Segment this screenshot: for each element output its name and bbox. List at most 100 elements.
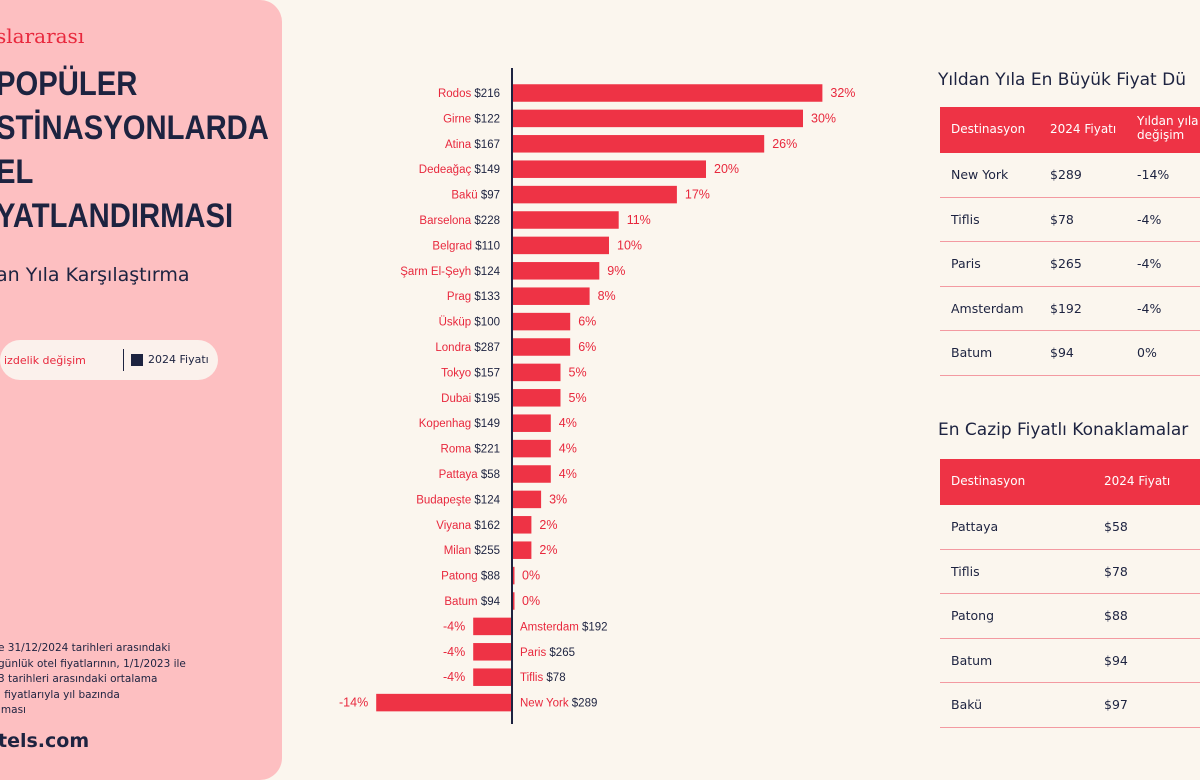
table-cell: -4% [1137,256,1162,271]
header-price: 2024 Fiyatı [1104,474,1171,488]
category-label: Tiflis $78 [520,672,566,684]
bar [512,84,823,102]
bar [512,160,706,178]
percent-label: 5% [569,391,587,405]
category-label: Milan $255 [444,545,500,557]
bar [512,414,551,432]
percent-label: 6% [578,315,596,329]
table-cell: $94 [1104,652,1128,668]
percent-label: 10% [617,238,642,252]
chart-legend: izdelik değişim 2024 Fiyatı [0,340,218,380]
percent-label: 0% [522,594,540,608]
bar [512,312,571,331]
bar [512,592,515,610]
page-title: POPÜLER STİNASYONLARDA EL YATLANDIRMASI [0,62,269,238]
category-label: Barselona $228 [419,215,500,227]
note-line: e 31/12/2024 tarihleri arasındaki [0,642,171,654]
subtitle: an Yıla Karşılaştırma [0,264,190,286]
bar [473,617,512,636]
bar-chart: Rodos $216 32% Girne $122 30% Atina $167 26% D… [339,68,855,724]
percent-label: 2% [539,518,557,532]
category-label: Rodos $216 [438,88,500,100]
category-label: Patong $88 [441,571,500,583]
table-row: Tiflis $78 [940,550,1200,594]
table-row: Bakü $97 [940,683,1200,728]
bar [512,338,571,356]
percent-label: 32% [830,86,855,100]
legend-divider [123,349,124,371]
table-row: Tiflis $78 -4% [940,198,1200,242]
percent-label: 11% [627,213,651,227]
table2-title: En Cazip Fiyatlı Konaklamalar [938,420,1189,440]
category-label: Tokyo $157 [441,367,500,379]
note-line: l fiyatlarıyla yıl bazında [0,688,120,701]
header-destination: Destinasyon [951,474,1026,488]
percent-label: -4% [443,645,465,659]
table-cell: Tiflis [951,563,980,579]
category-label: New York $289 [520,698,597,710]
header-change-line1: Yıldan yıla [1137,114,1199,128]
category-label: Dubai $195 [441,393,500,405]
percent-label: 26% [772,137,797,151]
bar [512,262,600,280]
category-label: Amsterdam $192 [520,621,608,633]
category-label: Batum $94 [444,596,500,608]
percent-label: 30% [811,111,836,125]
table-cell: Patong [951,608,995,623]
category-label: Kopenhag $149 [419,418,500,430]
category-label: Londra $287 [435,342,500,354]
category-label: Bakü $97 [451,190,500,202]
bar [512,363,561,382]
kicker: slararası [0,24,85,48]
table-cell: -14% [1137,167,1170,182]
table-cell: $192 [1050,300,1082,316]
title-line: EL [0,153,34,191]
percent-label: -4% [443,619,465,633]
table-cell: $97 [1104,697,1128,712]
bar [512,287,590,305]
left-panel: slararası POPÜLER STİNASYONLARDA EL YATL… [0,0,282,780]
table-header: Destinasyon 2024 Fiyatı [940,459,1200,505]
table-cell: $78 [1050,211,1074,227]
note-line: günlük otel fiyatlarının, 1/1/2023 ile [0,657,186,670]
category-label: Roma $221 [441,444,500,456]
note-line: 3 tarihleri arasındaki ortalama [0,673,158,685]
percent-label: 5% [569,365,587,379]
methodology-note: e 31/12/2024 tarihleri arasındaki günlük… [0,641,186,719]
table-cell: $94 [1050,345,1074,360]
table-cell: $88 [1104,608,1128,623]
category-label: Prag $133 [447,291,500,303]
table-row: Batum $94 0% [940,331,1200,376]
category-label: Atina $167 [445,139,500,151]
table-cell: Tiflis [951,211,980,227]
title-line: YATLANDIRMASI [0,197,234,235]
category-label: Girne $122 [443,113,500,125]
header-price: 2024 Fiyatı [1050,122,1117,136]
table-cell: Paris [951,256,981,271]
percent-label: -14% [339,696,368,710]
percent-label: 9% [607,264,625,278]
table-row: Patong $88 [940,594,1200,639]
title-line: POPÜLER [0,65,138,103]
table-cell: Bakü [951,697,983,712]
percent-label: 6% [578,340,596,354]
bar [512,211,619,229]
table-cell: New York [951,167,1009,182]
category-label: Dedeağaç $149 [419,164,500,176]
percent-label: -4% [443,670,465,684]
bar [512,465,551,483]
table-cell: Batum [951,652,993,668]
note-line: lması [0,704,26,716]
bar [512,566,515,585]
bar [512,439,551,458]
header-change: Yıldan yıla değişim [1137,114,1199,142]
table-cell: $58 [1104,519,1128,534]
table-row: Amsterdam $192 -4% [940,287,1200,331]
biggest-drop-table: Destinasyon 2024 Fiyatı Yıldan yıla değiş… [940,107,1200,376]
legend-percent-change: izdelik değişim [4,354,86,367]
table-cell: $289 [1050,167,1082,182]
percent-label: 2% [539,543,557,557]
header-destination: Destinasyon [951,122,1026,136]
percent-label: 8% [598,289,616,303]
bar [473,668,512,686]
